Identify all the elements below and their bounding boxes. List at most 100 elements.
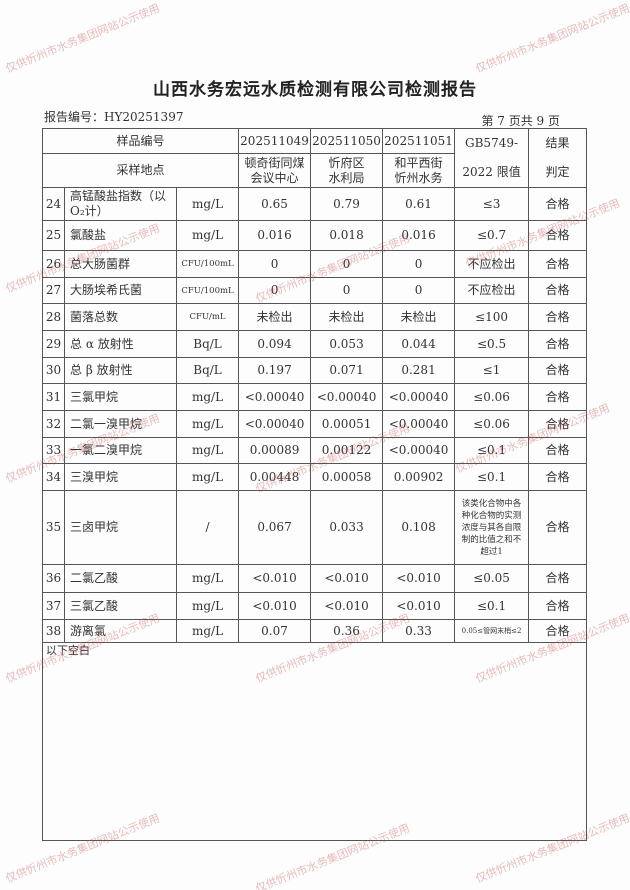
result-header-line: 判定	[545, 165, 570, 179]
table-row: 31 三氯甲烷 mg/L <0.00040 <0.00040 <0.00040 ≤0.06 合…	[42, 383, 588, 411]
unit: mg/L	[175, 437, 240, 464]
parameter-name: 游离氯	[64, 619, 177, 643]
row-number: 34	[42, 463, 65, 491]
unit: mg/L	[175, 564, 240, 593]
unit: mg/L	[175, 187, 240, 221]
unit: CFU/100mL	[175, 277, 240, 304]
results-table: 样品编号 202511049 202511050 202511051 GB574…	[41, 128, 588, 841]
value: <0.00040	[382, 410, 456, 438]
value: 0.018	[310, 220, 384, 251]
report-number: 报告编号：HY20251397	[44, 110, 184, 124]
result-header: 结果 判定	[528, 128, 588, 188]
unit: mg/L	[175, 383, 240, 411]
row-number: 36	[42, 564, 65, 593]
result: 合格	[528, 592, 588, 620]
value: 0	[310, 250, 384, 278]
row-number: 38	[42, 619, 65, 643]
value: <0.010	[310, 564, 384, 593]
value: 0.033	[310, 490, 384, 565]
table-row: 26 总大肠菌群 CFU/100mL 0 0 0 不应检出 合格	[42, 250, 588, 278]
value: 0.00122	[310, 437, 384, 464]
row-number: 27	[42, 277, 65, 304]
table-row: 29 总 α 放射性 Bq/L 0.094 0.053 0.044 ≤0.5 合格	[42, 330, 588, 358]
sample-no: 202511049	[238, 128, 312, 154]
limit: ≤0.1	[454, 437, 530, 464]
row-number: 33	[42, 437, 65, 464]
value: 0	[238, 277, 312, 304]
result: 合格	[528, 187, 588, 221]
parameter-name: 总大肠菌群	[64, 250, 177, 278]
value: 0.044	[382, 330, 456, 358]
parameter-name: 氯酸盐	[64, 220, 177, 251]
row-number: 35	[42, 490, 65, 565]
limit: ≤0.1	[454, 592, 530, 620]
report-title: 山西水务宏远水质检测有限公司检测报告	[153, 80, 477, 100]
parameter-name: 三溴甲烷	[64, 463, 177, 491]
parameter-name: 一氯二溴甲烷	[64, 437, 177, 464]
location-label: 采样地点	[41, 153, 240, 188]
value: 0.00448	[238, 463, 312, 491]
result: 合格	[528, 410, 588, 438]
limit-header-line: GB5749-	[465, 136, 519, 150]
table-row: 24 高锰酸盐指数（以O₂计） mg/L 0.65 0.79 0.61 ≤3 合格	[42, 187, 588, 221]
unit: mg/L	[175, 592, 240, 620]
unit: mg/L	[175, 410, 240, 438]
value: 0.00902	[382, 463, 456, 491]
value: <0.010	[382, 564, 456, 593]
result: 合格	[528, 383, 588, 411]
limit-header: GB5749- 2022 限值	[454, 128, 530, 188]
sample-no-label: 样品编号	[41, 128, 240, 154]
sample-no: 202511050	[310, 128, 384, 154]
value: <0.00040	[238, 383, 312, 411]
value: 0	[382, 250, 456, 278]
result: 合格	[528, 564, 588, 593]
value: <0.010	[382, 592, 456, 620]
table-row: 32 二氯一溴甲烷 mg/L <0.00040 0.00051 <0.00040 ≤0.06…	[42, 410, 588, 438]
result: 合格	[528, 437, 588, 464]
limit: ≤0.1	[454, 463, 530, 491]
limit: ≤0.06	[454, 410, 530, 438]
table-row: 30 总 β 放射性 Bq/L 0.197 0.071 0.281 ≤1 合格	[42, 357, 588, 384]
value: 未检出	[310, 303, 384, 331]
watermark: 仅供忻州市水务集团网站公示使用	[3, 1, 162, 76]
limit: ≤0.06	[454, 383, 530, 411]
limit: ≤0.7	[454, 220, 530, 251]
limit: 不应检出	[454, 277, 530, 304]
value: <0.010	[310, 592, 384, 620]
result: 合格	[528, 463, 588, 491]
limit-header-line: 2022 限值	[462, 165, 521, 179]
result: 合格	[528, 277, 588, 304]
parameter-name: 三卤甲烷	[64, 490, 177, 565]
value: <0.010	[238, 592, 312, 620]
result: 合格	[528, 220, 588, 251]
value: 0.00089	[238, 437, 312, 464]
table-row: 33 一氯二溴甲烷 mg/L 0.00089 0.00122 <0.00040 ≤0.1 合格	[42, 437, 588, 464]
table-row: 36 二氯乙酸 mg/L <0.010 <0.010 <0.010 ≤0.05 合格	[42, 564, 588, 593]
unit: /	[175, 490, 240, 565]
value: 0.071	[310, 357, 384, 384]
value: 0.281	[382, 357, 456, 384]
value: <0.00040	[382, 383, 456, 411]
value: 0.00051	[310, 410, 384, 438]
location: 顿奇街同煤 会议中心	[238, 153, 312, 188]
value: 0.79	[310, 187, 384, 221]
value: 0.197	[238, 357, 312, 384]
row-number: 28	[42, 303, 65, 331]
value: 0.65	[238, 187, 312, 221]
value: 0.016	[382, 220, 456, 251]
unit: Bq/L	[175, 330, 240, 358]
limit: ≤1	[454, 357, 530, 384]
value: 0.053	[310, 330, 384, 358]
result: 合格	[528, 303, 588, 331]
limit: ≤3	[454, 187, 530, 221]
result: 合格	[528, 330, 588, 358]
unit: mg/L	[175, 619, 240, 643]
row-number: 32	[42, 410, 65, 438]
row-number: 25	[42, 220, 65, 251]
table-row: 35 三卤甲烷/0.067 0.033 0.108 该类化合物中各种化合物的实测浓度与其…	[42, 490, 588, 565]
parameter-name: 二氯一溴甲烷	[64, 410, 177, 438]
value: 0.07	[238, 619, 312, 643]
table-row: 34 三溴甲烷 mg/L 0.00448 0.00058 0.00902 ≤0.1 合格	[42, 463, 588, 491]
watermark: 仅供忻州市水务集团网站公示使用	[473, 1, 630, 76]
table-row: 28 菌落总数 CFU/mL 未检出 未检出 未检出 ≤100 合格	[42, 303, 588, 331]
